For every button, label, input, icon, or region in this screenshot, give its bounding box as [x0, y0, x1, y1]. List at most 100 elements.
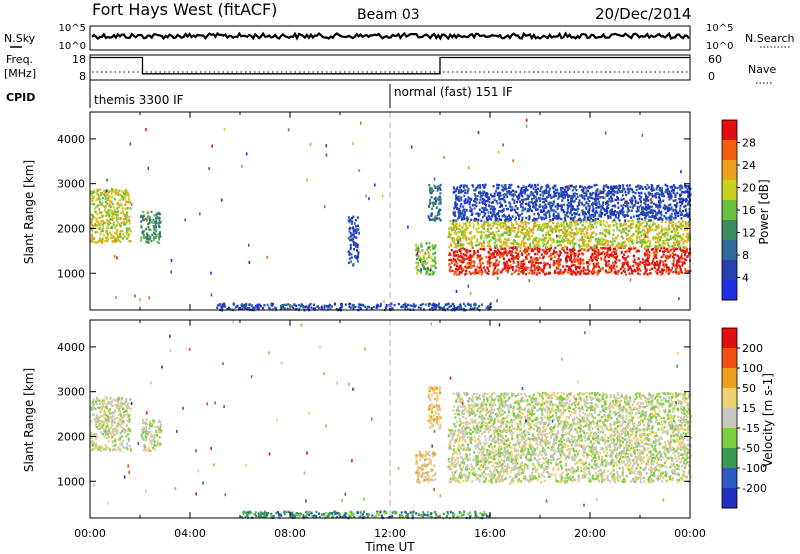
echo-cell: [476, 243, 479, 247]
echo-cell: [609, 185, 612, 188]
echo-cell: [557, 221, 560, 225]
echo-cell: [680, 226, 683, 229]
echo-cell: [468, 250, 471, 253]
echo-cell: [532, 226, 535, 229]
echo-cell: [666, 192, 669, 196]
echo-cell: [638, 223, 641, 226]
echo-cell: [508, 219, 511, 222]
echo-cell: [627, 233, 630, 236]
echo-cell: [456, 206, 459, 209]
echo-cell: [686, 228, 689, 231]
echo-cell: [448, 258, 451, 262]
echo-cell: [508, 246, 511, 249]
echo-cell: [335, 308, 338, 311]
echo-cell: [657, 192, 659, 195]
echo-cell: [588, 210, 591, 213]
echo-cell: [589, 196, 592, 199]
echo-cell: [581, 235, 584, 239]
echo-cell: [434, 256, 437, 259]
echo-cell: [582, 190, 584, 193]
echo-cell: [519, 230, 522, 233]
echo-cell: [648, 240, 651, 243]
echo-cell: [622, 264, 624, 267]
echo-cell: [584, 268, 587, 272]
echo-cell: [562, 265, 565, 268]
echo-cell: [467, 303, 470, 306]
echo-cell: [668, 218, 671, 222]
echo-cell: [504, 186, 507, 189]
echo-cell: [679, 204, 682, 207]
echo-cell: [568, 234, 571, 237]
echo-cell: [608, 229, 611, 233]
echo-cell: [96, 198, 99, 201]
echo-cell: [648, 257, 651, 260]
echo-cell: [120, 203, 123, 207]
echo-cell: [517, 228, 520, 231]
echo-cell: [582, 266, 585, 269]
echo-cell: [644, 220, 647, 223]
echo-cell: [455, 265, 458, 268]
echo-cell: [581, 210, 584, 214]
echo-cell: [499, 194, 502, 197]
echo-cell: [595, 262, 598, 265]
echo-cell: [492, 185, 495, 188]
sparse-echo: [528, 279, 531, 283]
echo-cell: [103, 405, 106, 408]
echo-cell: [487, 250, 490, 254]
echo-cell: [687, 271, 689, 274]
echo-cell: [615, 186, 618, 189]
echo-cell: [622, 203, 625, 207]
echo-cell: [621, 241, 624, 245]
echo-cell: [404, 307, 407, 310]
echo-cell: [656, 185, 659, 188]
echo-cell: [308, 304, 311, 307]
echo-cell: [513, 199, 516, 202]
beam-title: Beam 03: [357, 7, 420, 23]
echo-cell: [595, 206, 598, 210]
echo-cell: [430, 191, 433, 194]
sparse-echo: [433, 177, 436, 181]
echo-cell: [593, 244, 596, 248]
echo-cell: [107, 198, 110, 201]
echo-cell: [156, 216, 159, 219]
echo-cell: [507, 239, 510, 242]
echo-cell: [491, 256, 494, 259]
echo-cell: [540, 267, 543, 271]
sparse-echo: [323, 205, 326, 209]
echo-cell: [586, 197, 589, 201]
echo-cell: [498, 260, 501, 264]
echo-cell: [452, 212, 455, 215]
echo-cell: [576, 195, 579, 199]
echo-cell: [602, 250, 604, 254]
echo-cell: [323, 304, 326, 307]
echo-cell: [469, 239, 472, 242]
echo-cell: [489, 245, 492, 248]
echo-cell: [565, 229, 568, 233]
echo-cell: [656, 186, 659, 189]
echo-cell: [509, 186, 512, 189]
echo-cell: [527, 238, 530, 241]
echo-cell: [545, 196, 548, 199]
noise-left-tick-bottom: 10^0: [59, 41, 86, 52]
echo-cell: [480, 225, 483, 228]
echo-cell: [446, 303, 449, 306]
echo-cell: [96, 204, 99, 207]
echo-cell: [637, 230, 640, 233]
echo-cell: [478, 208, 481, 211]
sparse-echo: [661, 187, 663, 190]
echo-cell: [484, 271, 487, 274]
echo-cell: [447, 235, 450, 239]
echo-cell: [591, 252, 594, 256]
echo-cell: [567, 225, 570, 228]
echo-cell: [611, 261, 614, 265]
echo-cell: [432, 189, 435, 192]
echo-cell: [675, 206, 678, 209]
echo-cell: [481, 202, 484, 205]
echo-cell: [554, 269, 557, 272]
echo-cell: [354, 245, 357, 248]
echo-cell: [500, 184, 503, 187]
echo-cell: [149, 219, 151, 222]
echo-cell: [652, 236, 655, 240]
echo-cell: [489, 211, 492, 214]
echo-cell: [558, 236, 561, 239]
